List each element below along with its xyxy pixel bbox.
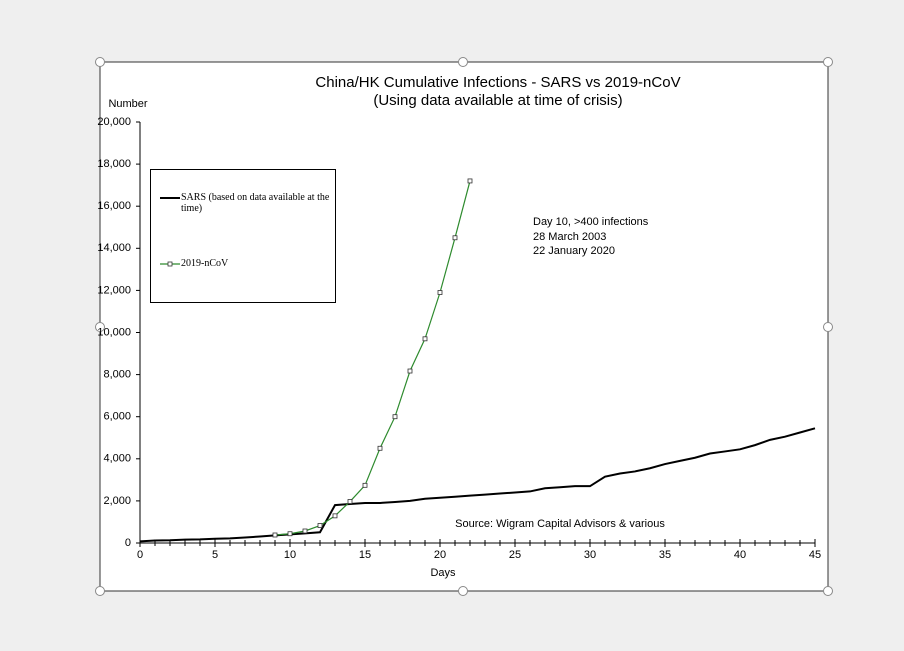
x-tick-label: 35 bbox=[659, 549, 671, 561]
y-tick-label: 16,000 bbox=[97, 200, 131, 212]
legend-label: SARS (based on data available at the tim… bbox=[181, 192, 330, 214]
handle[interactable] bbox=[95, 57, 105, 67]
point-marker bbox=[437, 290, 443, 295]
point-marker bbox=[392, 414, 398, 420]
x-tick-label: 0 bbox=[137, 549, 143, 561]
handle[interactable] bbox=[823, 322, 833, 332]
legend-label: 2019-nCoV bbox=[181, 258, 229, 269]
handle[interactable] bbox=[823, 586, 833, 596]
point-marker bbox=[362, 482, 368, 488]
selection-handles[interactable] bbox=[95, 57, 833, 596]
legend-item: 2019-nCoV bbox=[159, 258, 331, 270]
point-marker bbox=[332, 513, 338, 519]
annotation: 28 March 2003 bbox=[533, 231, 606, 243]
y-tick-label: 4,000 bbox=[103, 453, 131, 465]
x-tick-label: 40 bbox=[734, 549, 746, 561]
legend-key bbox=[160, 261, 180, 267]
point-marker bbox=[452, 235, 458, 241]
x-tick-label: 10 bbox=[284, 549, 296, 561]
series-line bbox=[274, 180, 471, 536]
point-marker bbox=[467, 178, 473, 184]
x-tick-label: 25 bbox=[509, 549, 521, 561]
handle[interactable] bbox=[458, 57, 468, 67]
y-tick-label: 10,000 bbox=[97, 326, 131, 338]
y-tick-label: 0 bbox=[125, 537, 131, 549]
chart-frame bbox=[99, 61, 829, 592]
y-tick-label: 6,000 bbox=[103, 411, 131, 423]
y-tick-label: 14,000 bbox=[97, 242, 131, 254]
legend-key bbox=[160, 197, 180, 199]
handle[interactable] bbox=[458, 586, 468, 596]
handle[interactable] bbox=[823, 57, 833, 67]
x-axis-label: Days bbox=[430, 567, 456, 579]
chart-title: China/HK Cumulative Infections - SARS vs… bbox=[315, 74, 680, 91]
y-tick-label: 20,000 bbox=[97, 116, 131, 128]
y-tick-label: 2,000 bbox=[103, 495, 131, 507]
y-tick-label: 18,000 bbox=[97, 158, 131, 170]
y-axis-label: Number bbox=[108, 98, 147, 110]
legend-item: SARS (based on data available at the tim… bbox=[159, 192, 331, 214]
series-line bbox=[139, 427, 816, 543]
handle[interactable] bbox=[95, 322, 105, 332]
point-marker bbox=[302, 528, 308, 534]
point-marker bbox=[317, 523, 323, 528]
x-tick-label: 15 bbox=[359, 549, 371, 561]
chart-subtitle: (Using data available at time of crisis) bbox=[373, 92, 622, 109]
point-marker bbox=[272, 532, 278, 538]
x-tick-label: 45 bbox=[809, 549, 821, 561]
handle[interactable] bbox=[95, 586, 105, 596]
y-tick-label: 12,000 bbox=[97, 284, 131, 296]
annotation: 22 January 2020 bbox=[533, 245, 615, 257]
point-marker bbox=[422, 336, 428, 342]
x-tick-label: 30 bbox=[584, 549, 596, 561]
source-note: Source: Wigram Capital Advisors & variou… bbox=[455, 518, 665, 530]
x-tick-label: 5 bbox=[212, 549, 218, 561]
x-tick-label: 20 bbox=[434, 549, 446, 561]
point-marker bbox=[287, 531, 293, 537]
point-marker bbox=[377, 445, 383, 451]
annotation: Day 10, >400 infections bbox=[533, 216, 649, 228]
legend-marker bbox=[167, 261, 173, 267]
point-marker bbox=[407, 368, 413, 374]
legend: SARS (based on data available at the tim… bbox=[150, 169, 336, 303]
point-marker bbox=[347, 499, 353, 504]
y-tick-label: 8,000 bbox=[103, 369, 131, 381]
